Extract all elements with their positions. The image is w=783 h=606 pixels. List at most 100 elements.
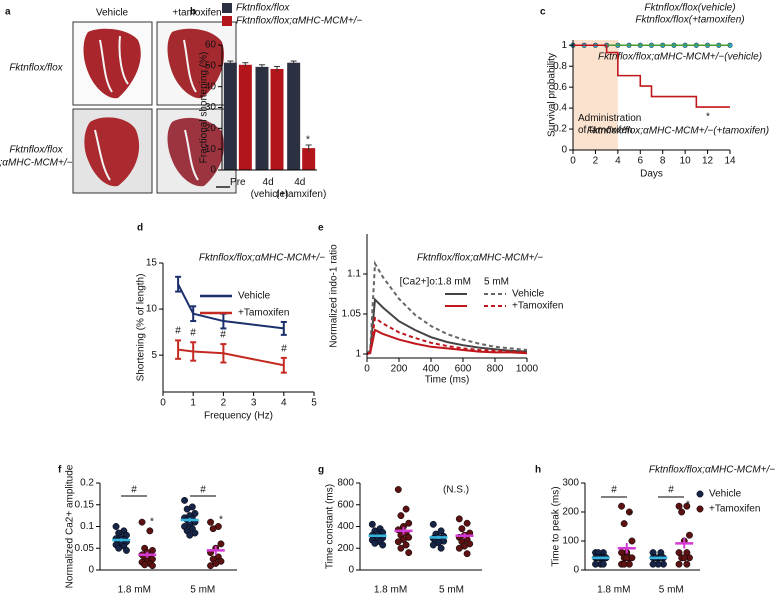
panel-letter: f <box>58 465 62 476</box>
y-tick-label: 0.1 <box>80 521 94 532</box>
x-tick-label: 6 <box>638 156 644 167</box>
data-point <box>405 549 413 557</box>
x-tick-label: 4d (+tamxifen) <box>276 177 326 200</box>
x-tick-label: 200 <box>391 364 408 375</box>
y-axis-label: Shortening (% of length) <box>136 274 147 382</box>
x-tick-label: 0 <box>364 364 370 375</box>
column-label: +tamoxifen <box>172 8 221 19</box>
y-axis-label: Time constant (ms) <box>325 484 336 569</box>
x-tick-label: 3 <box>251 398 257 409</box>
data-point <box>402 505 410 513</box>
x-tick-label: 0 <box>570 156 576 167</box>
x-tick-label: 400 <box>423 364 440 375</box>
y-tick-label: 400 <box>337 521 354 532</box>
data-point <box>437 544 445 552</box>
data-point <box>678 508 686 516</box>
chart-title: Fktnflox/flox;αMHC-MCM+/− <box>199 253 325 264</box>
legend-header: [Ca2+]o:1.8 mM <box>400 277 471 288</box>
y-tick-label: 200 <box>337 543 354 554</box>
x-tick-label: 0 <box>160 398 166 409</box>
legend-title: Fktnflox/flox;αMHC-MCM+/− <box>649 465 775 476</box>
data-point <box>455 515 463 523</box>
data-point <box>458 525 466 533</box>
y-tick-label: 100 <box>562 536 579 547</box>
panel-letter: a <box>5 7 11 18</box>
x-axis-label: Days <box>640 169 663 180</box>
y-tick-label: 20 <box>205 123 217 134</box>
row-label: Fktnflox/flox <box>9 63 63 74</box>
y-tick-label: 50 <box>205 60 217 71</box>
panel-letter: e <box>318 223 324 234</box>
heart-section <box>167 117 224 187</box>
data-point <box>402 541 410 549</box>
annotation: * <box>686 500 690 511</box>
data-point <box>379 541 387 549</box>
x-axis-label: Time (ms) <box>425 375 470 386</box>
line <box>177 348 284 367</box>
x-tick-label: 4d (vehicle) <box>251 177 289 200</box>
data-point <box>183 505 191 513</box>
y-tick-label: 10 <box>205 144 217 155</box>
row-label: ;αMHC-MCM+/− <box>0 158 73 169</box>
data-point <box>209 525 217 533</box>
data-point <box>675 502 683 510</box>
data-point <box>186 531 194 539</box>
bar <box>223 62 237 171</box>
data-point <box>405 519 413 527</box>
shade-label: Administration of tamoxifen <box>578 113 644 136</box>
legend-swatch <box>222 16 232 26</box>
y-tick-label: 1 <box>561 40 567 51</box>
data-point <box>138 518 146 526</box>
legend-marker <box>696 505 704 513</box>
data-point <box>599 560 607 568</box>
bar <box>255 66 269 170</box>
x-tick-label: 1.8 mM <box>374 585 407 596</box>
y-tick-label: 0.6 <box>553 82 567 93</box>
data-point <box>217 540 225 548</box>
y-tick-label: 0 <box>573 565 579 576</box>
x-tick-label: 5 mM <box>439 585 464 596</box>
x-tick-label: Pre <box>230 177 246 188</box>
survival-line <box>573 44 730 108</box>
annotation: * <box>150 517 154 528</box>
annotation: # <box>220 330 226 341</box>
x-tick-label: 12 <box>702 156 714 167</box>
x-tick-label: 1.8 mM <box>118 585 151 596</box>
y-tick-label: 40 <box>205 81 217 92</box>
y-tick-label: 200 <box>562 507 579 518</box>
panel-letter: c <box>540 7 546 18</box>
annotation: # <box>668 485 674 496</box>
data-point <box>115 544 123 552</box>
data-point <box>207 562 215 570</box>
y-tick-label: 1 <box>355 349 361 360</box>
bar <box>302 148 316 170</box>
x-tick-label: 1000 <box>516 364 539 375</box>
data-point <box>620 520 628 528</box>
line <box>366 297 528 355</box>
y-tick-label: 0 <box>561 145 567 156</box>
annotation: # <box>175 326 181 337</box>
bar <box>270 68 284 170</box>
legend-label: Vehicle <box>709 489 742 500</box>
legend-label: +Tamoxifen <box>238 308 289 319</box>
annotation: # <box>611 485 617 496</box>
series-label: Fktnflox/flox(vehicle) <box>644 3 735 14</box>
y-tick-label: 15 <box>146 258 158 269</box>
y-axis-label: Survival probability <box>547 53 558 137</box>
line <box>366 316 528 355</box>
panel-letter: d <box>137 223 143 234</box>
data-point <box>123 546 130 554</box>
x-tick-label: 2 <box>593 156 599 167</box>
legend-label: Vehicle <box>512 289 545 300</box>
legend-label: Fktnflox/flox <box>236 3 290 14</box>
data-point <box>181 496 189 504</box>
y-tick-label: 0.05 <box>75 543 95 554</box>
heart-section <box>167 28 224 99</box>
data-point <box>429 520 437 528</box>
data-point <box>592 560 599 568</box>
y-tick-label: 1.05 <box>342 309 362 320</box>
x-tick-label: 5 <box>311 398 317 409</box>
data-point <box>628 537 636 545</box>
y-axis-label: Time to peak (ms) <box>551 486 562 566</box>
data-point <box>649 560 657 568</box>
